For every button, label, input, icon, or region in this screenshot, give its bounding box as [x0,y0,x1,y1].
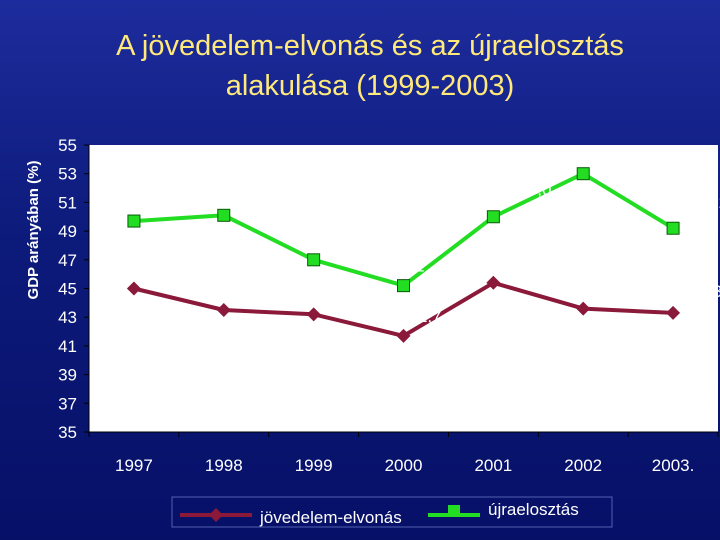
data-point-diamond [576,301,591,316]
chart-title-line2: alakulása (1999-2003) [225,70,515,102]
legend: jövedelem-elvonás újraelosztás [171,496,613,528]
x-tick-label: 2001 [474,456,512,475]
y-tick-label: 41 [58,337,77,356]
data-label: 45,2 [392,257,425,276]
data-label: 47,0 [322,229,355,248]
data-point-diamond [666,305,681,320]
y-tick-label: 45 [58,280,77,299]
x-tick-label: 2003. [652,456,695,475]
y-tick-label: 55 [58,136,77,155]
data-point-square [486,210,500,224]
legend-box [171,496,613,528]
data-point-square [217,208,231,222]
y-tick-label: 49 [58,222,77,241]
x-tick-label: 1998 [205,456,243,475]
data-label: 50,0 [518,180,551,199]
series-layer [126,167,681,343]
x-tick-label: 2000 [385,456,423,475]
y-tick-label: 35 [58,423,77,442]
chart-title: A jövedelem-elvonás és az újraelosztás a… [70,26,670,106]
data-point-diamond [126,281,141,296]
x-tick-label: 1999 [295,456,333,475]
data-label: 43,2 [322,293,355,312]
data-label: 45,0 [148,258,181,277]
y-axis-label: GDP arányában (%) [25,161,42,300]
data-point-square [127,214,141,228]
data-point-square [666,221,680,235]
y-tick-label: 37 [58,394,77,413]
data-point-square [307,253,321,267]
data-point-diamond [486,275,501,290]
x-tick-label: 1997 [115,456,153,475]
y-tick-label: 53 [58,165,77,184]
legend-label: újraelosztás [488,500,579,519]
data-label: 53,0 [601,143,634,162]
data-point-square [397,279,410,293]
y-tick-label: 39 [58,366,77,385]
chart-title-line1: A jövedelem-elvonás és az újraelosztás [116,30,624,62]
legend-marker-square [448,505,460,517]
data-point-diamond [306,307,321,322]
data-label: 43,6 [597,288,630,307]
data-label: 49,2 [695,193,720,212]
data-point-diamond [216,303,231,318]
data-label: 43,3 [689,282,720,301]
data-label: 41,7 [409,307,442,326]
y-tick-label: 47 [58,251,77,270]
x-tick-label: 2002 [564,456,602,475]
legend-label: jövedelem-elvonás [259,508,402,527]
data-point-square [576,167,590,181]
y-tick-label: 51 [58,193,77,212]
data-label: 43,5 [234,283,267,302]
data-label: 45,4 [493,260,526,279]
y-tick-label: 43 [58,308,77,327]
data-labels: 45,0 43,5 43,2 41,7 45,4 43,6 43,3 49,7 50,1 47,0… [142,143,720,326]
data-point-diamond [396,328,411,343]
data-label: 49,7 [142,180,175,199]
data-label: 50,1 [232,186,265,205]
legend-marker-diamond [209,508,223,522]
